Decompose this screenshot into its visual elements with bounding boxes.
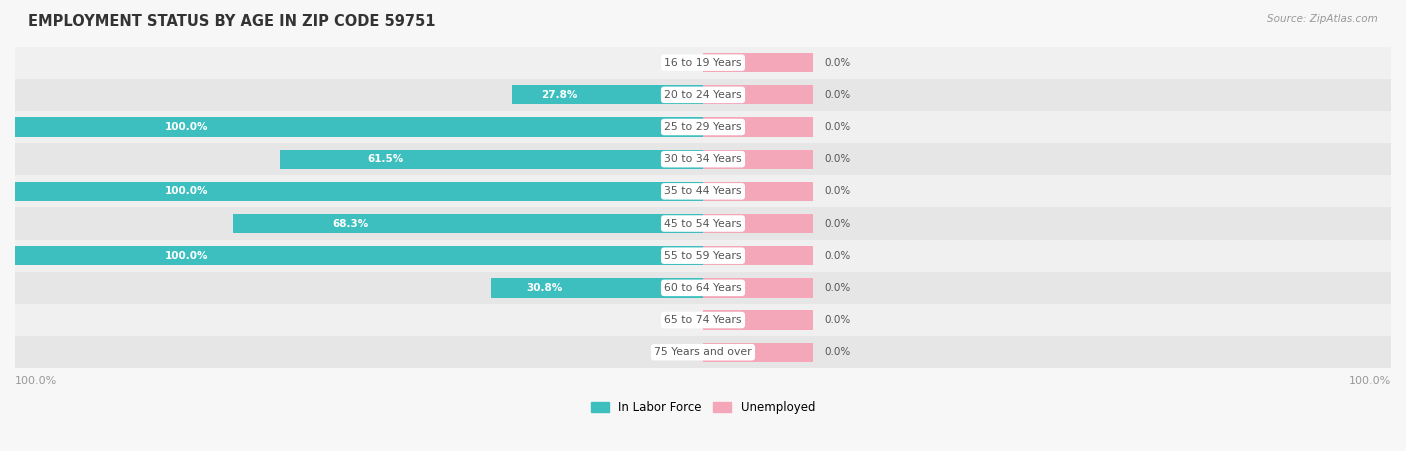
Text: 65 to 74 Years: 65 to 74 Years xyxy=(664,315,742,325)
Text: 30 to 34 Years: 30 to 34 Years xyxy=(664,154,742,164)
Bar xyxy=(15,207,1391,239)
Text: 16 to 19 Years: 16 to 19 Years xyxy=(664,58,742,68)
Text: 35 to 44 Years: 35 to 44 Years xyxy=(664,186,742,196)
Bar xyxy=(703,117,813,137)
Bar xyxy=(15,182,703,201)
Text: 30.8%: 30.8% xyxy=(526,283,562,293)
Bar xyxy=(15,272,1391,304)
Text: 61.5%: 61.5% xyxy=(367,154,404,164)
Text: 0.0%: 0.0% xyxy=(824,251,851,261)
Text: 60 to 64 Years: 60 to 64 Years xyxy=(664,283,742,293)
Text: Source: ZipAtlas.com: Source: ZipAtlas.com xyxy=(1267,14,1378,23)
Text: 0.0%: 0.0% xyxy=(824,58,851,68)
Bar xyxy=(703,214,813,233)
Text: EMPLOYMENT STATUS BY AGE IN ZIP CODE 59751: EMPLOYMENT STATUS BY AGE IN ZIP CODE 597… xyxy=(28,14,436,28)
Text: 25 to 29 Years: 25 to 29 Years xyxy=(664,122,742,132)
Legend: In Labor Force, Unemployed: In Labor Force, Unemployed xyxy=(591,401,815,414)
Bar xyxy=(703,310,813,330)
Bar xyxy=(15,46,1391,79)
Bar xyxy=(15,79,1391,111)
Text: 100.0%: 100.0% xyxy=(166,122,208,132)
Bar xyxy=(15,336,1391,368)
Bar xyxy=(15,304,1391,336)
Text: 27.8%: 27.8% xyxy=(541,90,578,100)
Text: 100.0%: 100.0% xyxy=(166,186,208,196)
Text: 100.0%: 100.0% xyxy=(166,251,208,261)
Text: 55 to 59 Years: 55 to 59 Years xyxy=(664,251,742,261)
Text: 0.0%: 0.0% xyxy=(824,186,851,196)
Text: 0.0%: 0.0% xyxy=(669,347,696,357)
Bar xyxy=(703,150,813,169)
Text: 0.0%: 0.0% xyxy=(669,315,696,325)
Bar xyxy=(703,85,813,105)
Text: 0.0%: 0.0% xyxy=(824,154,851,164)
Text: 45 to 54 Years: 45 to 54 Years xyxy=(664,219,742,229)
Text: 0.0%: 0.0% xyxy=(824,122,851,132)
Text: 0.0%: 0.0% xyxy=(824,283,851,293)
Bar xyxy=(15,175,1391,207)
Text: 68.3%: 68.3% xyxy=(332,219,368,229)
Text: 0.0%: 0.0% xyxy=(669,58,696,68)
Text: 100.0%: 100.0% xyxy=(1348,376,1391,387)
Bar xyxy=(703,278,813,298)
Text: 75 Years and over: 75 Years and over xyxy=(654,347,752,357)
Text: 0.0%: 0.0% xyxy=(824,347,851,357)
Bar xyxy=(15,111,1391,143)
Text: 100.0%: 100.0% xyxy=(15,376,58,387)
Bar xyxy=(491,278,703,298)
Bar xyxy=(15,117,703,137)
Bar xyxy=(703,246,813,265)
Text: 0.0%: 0.0% xyxy=(824,90,851,100)
Bar xyxy=(280,150,703,169)
Bar xyxy=(15,246,703,265)
Bar xyxy=(703,343,813,362)
Text: 0.0%: 0.0% xyxy=(824,315,851,325)
Bar xyxy=(703,182,813,201)
Bar xyxy=(15,143,1391,175)
Bar xyxy=(233,214,703,233)
Bar xyxy=(703,53,813,72)
Text: 0.0%: 0.0% xyxy=(824,219,851,229)
Bar xyxy=(15,239,1391,272)
Text: 20 to 24 Years: 20 to 24 Years xyxy=(664,90,742,100)
Bar xyxy=(512,85,703,105)
